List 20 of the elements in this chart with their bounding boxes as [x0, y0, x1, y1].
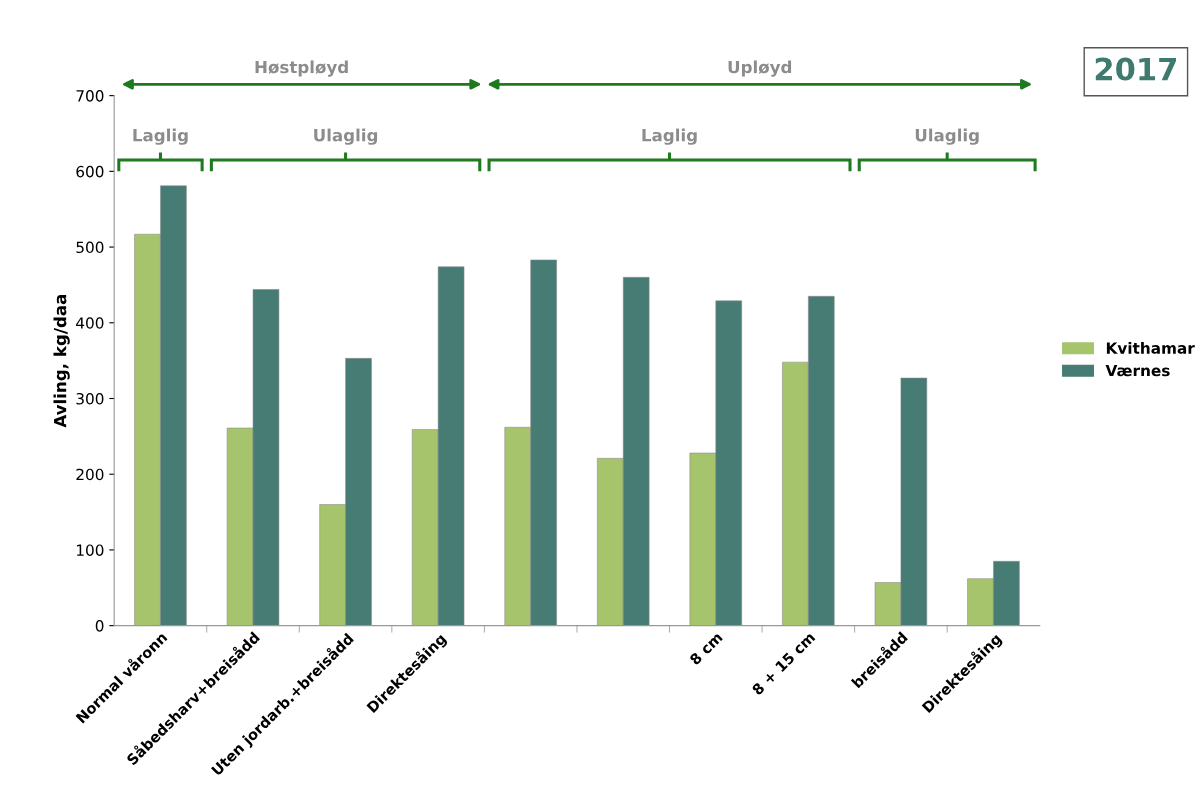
x-tick-label: 8 + 15 cm — [751, 631, 816, 696]
legend-label: Kvithamar — [1106, 342, 1195, 354]
y-axis-title: Avling, kg/daa — [53, 294, 70, 428]
text: Upløyd — [728, 60, 792, 77]
y-tick-label: 600 — [76, 165, 104, 178]
annotation: Laglig — [133, 128, 188, 145]
legend-label: Værnes — [1105, 364, 1170, 377]
x-tick-label: 8 cm — [688, 631, 723, 666]
text: 2017 — [1095, 57, 1176, 81]
annotation: Ulaglig — [915, 128, 979, 145]
y-tick-label: 0 — [95, 620, 104, 632]
y-tick-label: 500 — [76, 241, 104, 254]
y-tick-label: 700 — [76, 90, 104, 102]
annotation: Ulaglig — [314, 128, 378, 145]
y-tick-label: 400 — [76, 317, 104, 329]
y-tick-label: 100 — [76, 544, 104, 556]
annotation: Laglig — [642, 128, 697, 145]
text: Høstpløyd — [255, 60, 348, 77]
y-tick-label: 300 — [76, 392, 104, 405]
y-tick-label: 200 — [76, 468, 104, 481]
